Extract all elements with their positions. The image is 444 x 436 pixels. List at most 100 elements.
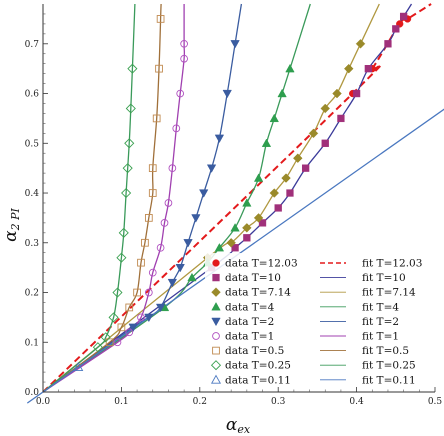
data-point-data-t-10	[286, 189, 294, 197]
data-point-data-t-10	[384, 40, 392, 48]
legend: data T=12.03 fit T=12.03 data T=10 fit T=10…	[205, 253, 427, 387]
data-point-data-t-0-5	[155, 64, 163, 73]
legend-label-fit-t-0-25: fit T=0.25	[362, 360, 416, 372]
legend-label-fit-t-0-11: fit T=0.11	[362, 374, 416, 386]
data-point-data-t-1	[148, 268, 157, 277]
data-point-data-t-1	[176, 89, 185, 98]
data-point-data-t-1	[172, 124, 181, 133]
data-point-data-t-4	[261, 138, 272, 147]
y-axis-label: α2 PI	[1, 207, 22, 241]
data-point-data-t-2	[128, 323, 138, 333]
data-point-data-t-2	[206, 164, 217, 173]
legend-marker-data-t-2	[211, 317, 221, 327]
data-point-data-t-7-14	[242, 223, 252, 233]
data-point-data-t-10	[274, 204, 282, 212]
data-point-data-t-2	[155, 303, 166, 313]
data-point-data-t-0-5	[156, 15, 165, 23]
legend-label-data-t-0-11: data T=0.11	[225, 374, 291, 386]
data-point-data-t-1	[164, 199, 173, 207]
y-axis-label-main: α	[1, 230, 21, 242]
data-point-data-t-0-25	[116, 252, 127, 263]
data-point-data-t-0-25	[108, 312, 119, 323]
data-point-data-t-2	[167, 278, 178, 288]
legend-label-fit-t-2: fit T=2	[362, 316, 399, 328]
data-point-data-t-2	[199, 189, 209, 198]
legend-label-fit-t-1: fit T=1	[362, 331, 399, 343]
data-point-data-t-10	[243, 234, 251, 242]
data-point-data-t-1	[113, 338, 122, 347]
x-tick-label: 0.1	[114, 397, 128, 407]
data-point-data-t-10	[321, 139, 329, 147]
data-point-data-t-2	[175, 263, 185, 273]
data-point-data-t-2	[183, 239, 193, 248]
y-tick-label: 0.0	[25, 388, 40, 398]
x-tick-label: 0.5	[428, 397, 443, 407]
data-point-data-t-0-5	[152, 114, 161, 123]
data-point-data-t-0-25	[112, 287, 123, 298]
data-point-data-t-10	[337, 114, 345, 123]
data-point-data-t-2	[230, 40, 240, 49]
data-point-data-t-4	[253, 173, 264, 182]
data-markers	[73, 12, 412, 371]
data-point-data-t-7-14	[332, 88, 342, 99]
legend-label-fit-t-0-5: fit T=0.5	[362, 345, 409, 357]
y-tick-label: 0.3	[25, 239, 40, 249]
x-axis-label-main: α	[226, 415, 238, 435]
legend-background	[205, 253, 427, 387]
data-point-data-t-2	[144, 313, 154, 323]
data-point-data-t-7-14	[320, 103, 331, 114]
legend-marker-data-t-7-14	[211, 287, 221, 297]
data-point-data-t-10	[364, 65, 373, 73]
legend-label-fit-t-12-03: fit T=12.03	[362, 258, 422, 270]
data-point-data-t-7-14	[253, 213, 264, 223]
y-tick-label: 0.6	[25, 90, 40, 100]
legend-marker-data-t-0-11	[210, 374, 222, 384]
data-point-data-t-0-11	[73, 361, 84, 371]
data-point-data-t-4	[230, 223, 240, 232]
data-point-data-t-2	[214, 134, 225, 144]
data-point-data-t-1	[137, 313, 145, 322]
data-point-data-t-7-14	[355, 39, 366, 49]
legend-label-data-t-1: data T=1	[225, 331, 274, 343]
data-point-data-t-10	[352, 89, 361, 98]
data-point-data-t-10	[392, 25, 400, 33]
data-point-data-t-10	[231, 244, 239, 252]
data-point-data-t-0-5	[148, 164, 157, 173]
data-point-data-t-1	[144, 288, 153, 297]
data-point-data-t-4	[242, 198, 252, 207]
legend-marker-data-t-0-5	[212, 346, 220, 355]
data-point-data-t-0-5	[133, 288, 141, 297]
data-point-data-t-10	[399, 12, 408, 21]
data-point-data-t-7-14	[308, 128, 319, 139]
legend-label-fit-t-10: fit T=10	[362, 272, 406, 284]
axes: 0.0 0.1 0.2 0.3 0.4 0.5 0.0 0.1 0.2 0.3 0.4 0.5 0.6 0…	[25, 4, 443, 407]
data-point-data-t-7-14	[226, 237, 236, 248]
data-point-data-t-7-14	[281, 173, 291, 183]
y-tick-label: 0.1	[25, 338, 39, 348]
legend-label-fit-t-7-14: fit T=7.14	[362, 287, 416, 299]
data-point-data-t-0-25	[127, 63, 138, 74]
data-point-data-t-0-5	[148, 189, 157, 197]
data-point-data-t-4	[285, 63, 295, 73]
data-point-data-t-10	[301, 164, 310, 172]
legend-marker-data-t-0-25	[210, 360, 222, 371]
x-axis-label: αex	[226, 415, 251, 436]
data-point-data-t-2	[222, 89, 232, 99]
fit-curve-data-t-0-5	[42, 3, 162, 393]
data-point-data-t-0-5	[105, 338, 114, 347]
data-point-data-t-1	[168, 164, 177, 173]
y-tick-label: 0.4	[25, 189, 40, 199]
data-point-data-t-0-25	[122, 163, 133, 174]
x-tick-label: 0.3	[271, 397, 286, 407]
data-point-data-t-1	[180, 54, 188, 63]
legend-label-data-t-4: data T=4	[225, 301, 275, 313]
data-point-data-t-0-5	[117, 323, 126, 332]
data-point-data-t-4	[277, 88, 287, 98]
fit-curve-data-t-0-25	[42, 3, 136, 393]
legend-marker-data-t-10	[212, 273, 220, 282]
legend-label-data-t-7-14: data T=7.14	[225, 287, 291, 299]
data-point-data-t-10	[258, 219, 267, 227]
y-tick-label: 0.2	[25, 289, 39, 299]
x-tick-label: 0.0	[36, 397, 51, 407]
